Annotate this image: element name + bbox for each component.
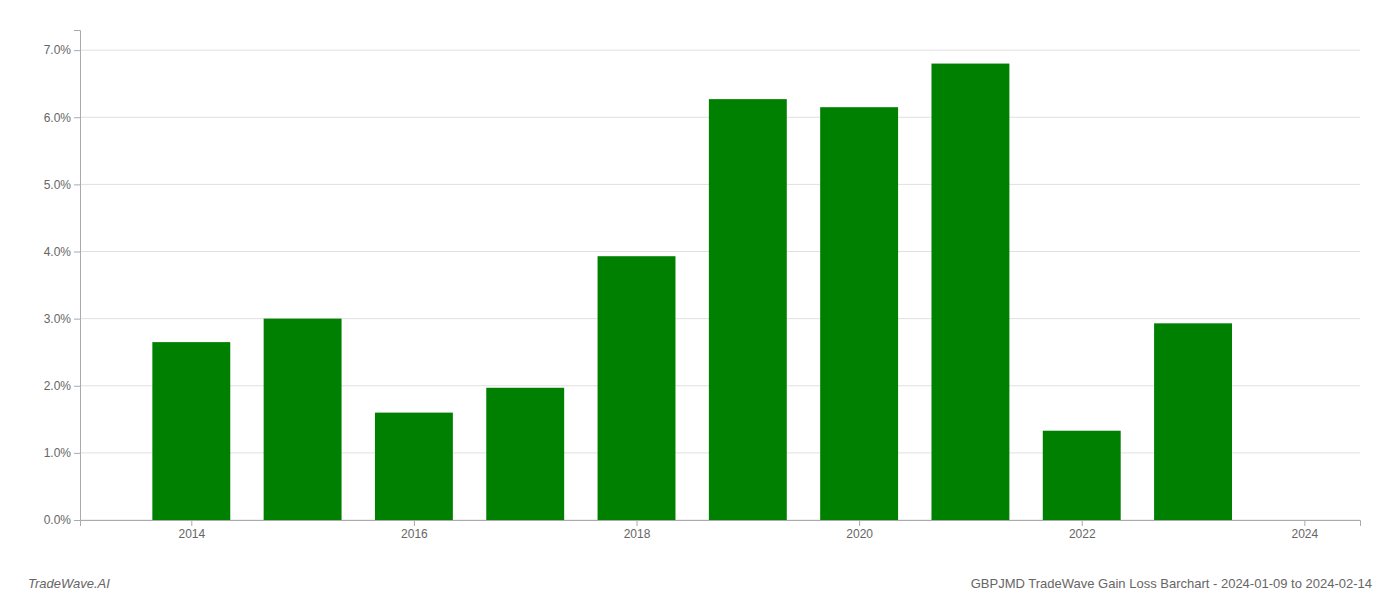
x-tick-mark: [1304, 520, 1305, 526]
x-tick-mark: [414, 520, 415, 526]
x-tick: 2022: [1069, 520, 1096, 541]
y-axis-line: [74, 31, 81, 521]
y-tick-label: 1.0%: [44, 446, 72, 460]
bar: [1154, 323, 1232, 520]
grid: [80, 50, 1360, 520]
x-tick-mark: [1082, 520, 1083, 526]
y-tick-label: 5.0%: [44, 178, 72, 192]
y-tick-label: 6.0%: [44, 111, 72, 125]
x-tick-mark: [191, 520, 192, 526]
y-tick-mark: [74, 184, 80, 185]
y-tick-mark: [74, 319, 80, 320]
y-tick-mark: [74, 386, 80, 387]
bar: [931, 64, 1009, 520]
plot-area: [152, 64, 1232, 520]
y-tick: 4.0%: [44, 245, 80, 259]
y-tick: 7.0%: [44, 43, 80, 57]
y-tick-mark: [74, 252, 80, 253]
chart: 0.0% 1.0% 2.0% 3.0% 4.0% 5.0% 6.0% 7.0% 2014 2016…: [0, 0, 1400, 600]
watermark: TradeWave.AI: [28, 576, 110, 591]
y-tick: 5.0%: [44, 178, 80, 192]
y-tick: 3.0%: [44, 312, 80, 326]
bar: [375, 413, 453, 520]
y-tick-label: 2.0%: [44, 379, 72, 393]
title: GBPJMD TradeWave Gain Loss Barchart - 20…: [971, 576, 1372, 591]
y-tick-mark: [74, 50, 80, 51]
y-tick-label: 4.0%: [44, 245, 72, 259]
y-tick-mark: [74, 453, 80, 454]
y-tick: 6.0%: [44, 111, 80, 125]
x-tick-label: 2014: [178, 527, 205, 541]
y-axis: 0.0% 1.0% 2.0% 3.0% 4.0% 5.0% 6.0% 7.0%: [44, 31, 81, 528]
bar: [598, 256, 676, 520]
x-tick-mark: [859, 520, 860, 526]
y-tick-label: 3.0%: [44, 312, 72, 326]
x-axis: 2014 2016 2018 2020 2022 2024: [81, 520, 1361, 541]
x-tick-label: 2018: [624, 527, 651, 541]
y-tick-mark: [74, 117, 80, 118]
x-tick: 2020: [846, 520, 873, 541]
x-tick-label: 2016: [401, 527, 428, 541]
x-tick: 2016: [401, 520, 428, 541]
bar: [1043, 431, 1121, 520]
bar: [152, 342, 230, 520]
grid-line: [80, 50, 1360, 51]
x-tick: 2024: [1291, 520, 1318, 541]
bar: [264, 319, 342, 520]
y-tick: 0.0%: [44, 513, 80, 527]
y-tick: 2.0%: [44, 379, 80, 393]
bar: [709, 99, 787, 520]
x-tick-label: 2020: [846, 527, 873, 541]
x-tick: 2018: [624, 520, 651, 541]
y-tick-label: 7.0%: [44, 43, 72, 57]
bar: [820, 107, 898, 520]
y-tick-label: 0.0%: [44, 513, 72, 527]
x-axis-line: [81, 521, 1361, 527]
y-tick: 1.0%: [44, 446, 80, 460]
x-tick: 2014: [178, 520, 205, 541]
x-tick-label: 2022: [1069, 527, 1096, 541]
y-tick-mark: [74, 520, 80, 521]
x-tick-mark: [637, 520, 638, 526]
x-tick-label: 2024: [1291, 527, 1318, 541]
bar: [486, 388, 564, 520]
